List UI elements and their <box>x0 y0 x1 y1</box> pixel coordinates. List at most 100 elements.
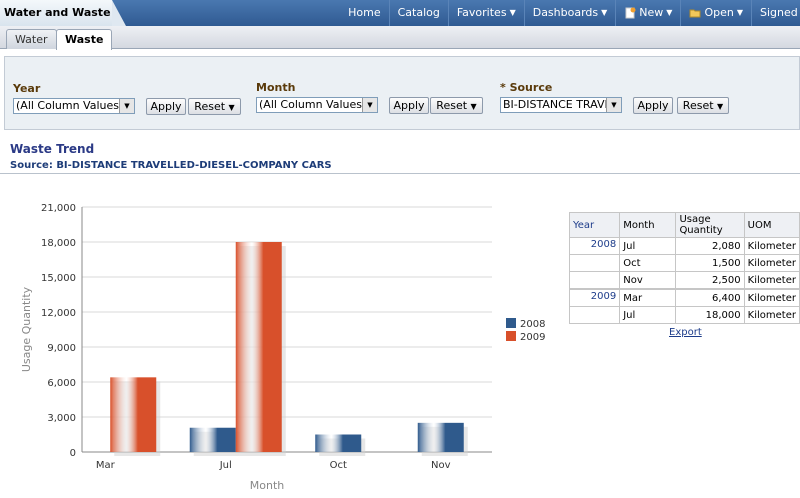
y-tick-label: 0 <box>70 448 76 459</box>
dashboard-prompts: Year (All Column Values) ▼ Apply Reset ▼… <box>4 56 800 130</box>
table-row: Nov 2,500 Kilometer <box>568 271 800 290</box>
chevron-down-icon: ▼ <box>470 102 477 111</box>
nav-home-label: Home <box>348 6 381 19</box>
y-tick-label: 15,000 <box>41 273 76 284</box>
nav-new[interactable]: New ▼ <box>615 0 680 26</box>
reset-label: Reset <box>682 99 714 112</box>
dropdown-arrow-icon[interactable]: ▼ <box>362 98 377 112</box>
table-row: 2008 Jul 2,080 Kilometer <box>568 237 800 255</box>
reset-label: Reset <box>436 99 468 112</box>
source-apply-button[interactable]: Apply <box>633 97 673 114</box>
bar <box>110 377 157 452</box>
year-apply-button[interactable]: Apply <box>146 98 186 115</box>
tab-water[interactable]: Water <box>6 29 57 49</box>
y-axis-title: Usage Quantity <box>20 286 33 372</box>
bar <box>315 434 362 452</box>
folder-icon <box>689 9 701 18</box>
source-reset-button[interactable]: Reset ▼ <box>677 97 729 114</box>
table-row: Jul 18,000 Kilometer <box>568 306 800 324</box>
bar <box>189 427 236 452</box>
export-link[interactable]: Export <box>669 327 702 338</box>
cell-year <box>568 306 621 324</box>
nav-signed-in-label: Signed In <box>760 6 800 19</box>
month-reset-button[interactable]: Reset ▼ <box>430 97 483 114</box>
year-select-value: (All Column Values) <box>16 99 124 112</box>
cell-month: Oct <box>619 254 677 272</box>
cell-month: Jul <box>619 237 677 255</box>
year-select[interactable]: (All Column Values) ▼ <box>13 98 135 114</box>
x-tick-label: Oct <box>330 460 347 471</box>
table-header-row: Year Month Usage Quantity UOM <box>568 212 800 238</box>
usage-table: Year Month Usage Quantity UOM 2008 Jul 2,0… <box>568 212 800 324</box>
cell-uom: Kilometer <box>743 288 800 307</box>
y-tick-label: 12,000 <box>41 308 76 319</box>
year-reset-button[interactable]: Reset ▼ <box>188 98 241 115</box>
x-tick-label: Nov <box>431 460 451 471</box>
chevron-down-icon: ▼ <box>666 8 673 17</box>
cell-uom: Kilometer <box>743 237 800 255</box>
chevron-down-icon: ▼ <box>736 8 743 17</box>
legend-label: 2009 <box>520 332 545 343</box>
y-tick-label: 9,000 <box>47 343 76 354</box>
reset-label: Reset <box>194 100 226 113</box>
chevron-down-icon: ▼ <box>601 8 608 17</box>
cell-usage-quantity: 1,500 <box>675 254 745 272</box>
cell-uom: Kilometer <box>743 306 800 324</box>
table-row: 2009 Mar 6,400 Kilometer <box>568 288 800 307</box>
column-header-uom: UOM <box>743 212 800 238</box>
nav-favorites-label: Favorites <box>456 6 507 19</box>
bar <box>235 242 282 452</box>
page-tabs: Water Waste <box>0 26 800 50</box>
source-select[interactable]: BI-DISTANCE TRAVELLED-DIESEL-COMPANY CAR… <box>500 97 622 113</box>
legend-swatch <box>506 331 516 341</box>
month-apply-button[interactable]: Apply <box>389 97 429 114</box>
nav-open[interactable]: Open ▼ <box>680 0 751 26</box>
legend-swatch <box>506 318 516 328</box>
cell-year[interactable]: 2009 <box>568 288 621 307</box>
x-axis-title: Month <box>250 479 285 492</box>
cell-usage-quantity: 6,400 <box>675 288 745 307</box>
nav-catalog[interactable]: Catalog <box>388 0 448 26</box>
chevron-down-icon: ▼ <box>509 8 516 17</box>
y-tick-label: 18,000 <box>41 238 76 249</box>
nav-catalog-label: Catalog <box>397 6 440 19</box>
table-row: Oct 1,500 Kilometer <box>568 254 800 272</box>
divider <box>0 173 800 174</box>
new-document-icon <box>625 7 636 19</box>
dropdown-arrow-icon[interactable]: ▼ <box>606 98 621 112</box>
top-bar: Water and Waste Home Catalog Favorites ▼ … <box>0 0 800 26</box>
dropdown-arrow-icon[interactable]: ▼ <box>119 99 134 113</box>
column-header-month: Month <box>619 212 677 238</box>
tab-waste[interactable]: Waste <box>56 29 113 50</box>
column-header-usage-quantity: Usage Quantity <box>675 212 745 238</box>
cell-usage-quantity: 18,000 <box>675 306 745 324</box>
month-select-value: (All Column Values) <box>259 98 367 111</box>
source-prompt-label: * Source <box>500 81 553 94</box>
cell-usage-quantity: 2,080 <box>675 237 745 255</box>
cell-uom: Kilometer <box>743 271 800 290</box>
chevron-down-icon: ▼ <box>228 103 235 112</box>
nav-open-label: Open <box>704 6 734 19</box>
y-tick-label: 3,000 <box>47 413 76 424</box>
cell-month: Mar <box>619 288 677 307</box>
column-header-year[interactable]: Year <box>568 212 621 238</box>
nav-home[interactable]: Home <box>340 0 388 26</box>
legend-label: 2008 <box>520 319 545 330</box>
nav-dashboards[interactable]: Dashboards ▼ <box>523 0 616 26</box>
x-tick-label: Jul <box>219 460 232 471</box>
year-prompt-label: Year <box>13 82 41 95</box>
month-prompt-label: Month <box>256 81 296 94</box>
cell-year[interactable]: 2008 <box>568 237 621 255</box>
nav-signed-in[interactable]: Signed In <box>751 0 800 26</box>
report-subtitle: Source: BI-DISTANCE TRAVELLED-DIESEL-COM… <box>10 160 332 171</box>
cell-usage-quantity: 2,500 <box>675 271 745 290</box>
cell-month: Jul <box>619 306 677 324</box>
source-select-value: BI-DISTANCE TRAVELLED-DIESEL-COMPANY CAR… <box>503 98 621 111</box>
chevron-down-icon: ▼ <box>717 102 724 111</box>
nav-new-label: New <box>639 6 664 19</box>
nav-favorites[interactable]: Favorites ▼ <box>447 0 524 26</box>
month-select[interactable]: (All Column Values) ▼ <box>256 97 378 113</box>
x-tick-label: Mar <box>96 460 116 471</box>
app-title: Water and Waste <box>0 0 126 26</box>
bar <box>417 422 464 452</box>
